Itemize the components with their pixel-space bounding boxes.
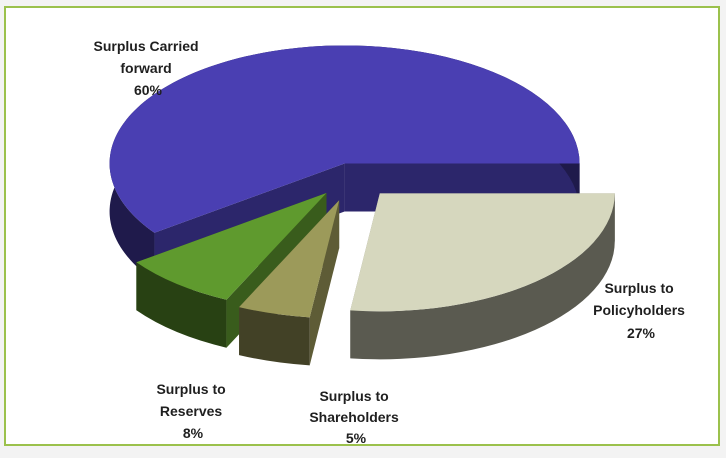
slice-surplus-to-policyholders-outer-wall bbox=[350, 193, 615, 360]
label-surplus-carried-forward-line2: forward bbox=[120, 60, 171, 76]
slice-surplus-to-policyholders-top bbox=[350, 193, 615, 312]
label-surplus-to-shareholders-line2: Shareholders bbox=[309, 409, 399, 425]
label-surplus-to-policyholders-value: 27% bbox=[627, 325, 656, 341]
slice-surplus-to-shareholders-outer-wall bbox=[239, 307, 310, 366]
slice-surplus-to-reserves-outer-wall bbox=[136, 262, 227, 348]
slice-surplus-carried-forward-top bbox=[109, 45, 580, 233]
label-surplus-to-shareholders-value: 5% bbox=[346, 430, 367, 446]
label-surplus-to-reserves: Surplus to Reserves 8% bbox=[156, 381, 229, 441]
slices-layer bbox=[109, 45, 615, 366]
label-surplus-carried-forward: Surplus Carried forward 60% bbox=[94, 38, 203, 98]
label-surplus-carried-forward-value: 60% bbox=[134, 82, 163, 98]
slice-surplus-to-policyholders bbox=[350, 193, 615, 360]
label-surplus-carried-forward-line1: Surplus Carried bbox=[94, 38, 199, 54]
label-surplus-to-shareholders-line1: Surplus to bbox=[319, 388, 388, 404]
slice-surplus-to-reserves-top bbox=[136, 192, 327, 300]
label-surplus-to-policyholders: Surplus to Policyholders 27% bbox=[593, 280, 689, 341]
label-surplus-to-reserves-line1: Surplus to bbox=[156, 381, 225, 397]
label-surplus-to-reserves-line2: Reserves bbox=[160, 403, 222, 419]
label-surplus-to-reserves-value: 8% bbox=[183, 425, 204, 441]
slice-surplus-to-shareholders bbox=[239, 200, 340, 366]
label-surplus-to-shareholders: Surplus to Shareholders 5% bbox=[309, 388, 402, 446]
slice-surplus-to-shareholders-cut-wall bbox=[309, 200, 340, 366]
label-surplus-to-policyholders-line1: Surplus to bbox=[604, 280, 673, 296]
label-surplus-to-policyholders-line2: Policyholders bbox=[593, 302, 685, 318]
slice-surplus-to-shareholders-top bbox=[239, 200, 340, 318]
